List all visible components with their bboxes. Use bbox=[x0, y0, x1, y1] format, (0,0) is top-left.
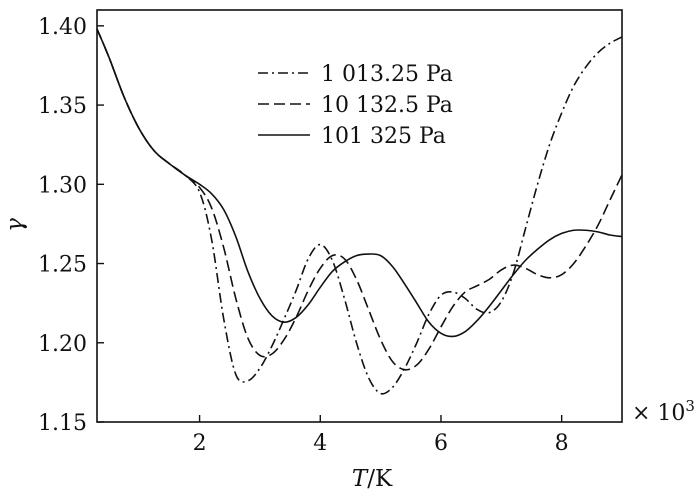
y-tick-label: 1.25 bbox=[38, 253, 87, 278]
plot-frame bbox=[96, 9, 623, 423]
legend: 1 013.25 Pa 10 132.5 Pa 101 325 Pa bbox=[258, 62, 453, 149]
legend-label-3: 101 325 Pa bbox=[321, 124, 446, 149]
x-tick-label: 4 bbox=[313, 431, 327, 456]
y-tick-label: 1.20 bbox=[38, 332, 87, 357]
x-axis-multiplier-exponent: 3 bbox=[685, 397, 695, 415]
x-tick-label: 8 bbox=[555, 431, 569, 456]
x-axis-multiplier: × 103 bbox=[632, 397, 695, 426]
x-tick-label: 6 bbox=[434, 431, 448, 456]
y-tick-label: 1.30 bbox=[38, 173, 87, 198]
x-axis-label-unit: /K bbox=[367, 466, 393, 492]
x-axis-label-variable: T bbox=[352, 466, 369, 492]
series-line-2 bbox=[96, 28, 623, 371]
y-tick-label: 1.15 bbox=[38, 411, 87, 436]
legend-label-2: 10 132.5 Pa bbox=[321, 93, 453, 118]
x-axis-label: T/K bbox=[352, 466, 393, 492]
x-axis-multiplier-base: × 10 bbox=[632, 401, 685, 426]
series-lines bbox=[96, 28, 623, 395]
y-axis-label: γ bbox=[2, 218, 28, 232]
x-tick-label: 2 bbox=[193, 431, 207, 456]
y-tick-label: 1.35 bbox=[38, 94, 87, 119]
axis-ticks: 2 4 6 8 1.15 1.20 1.25 1.30 1.35 1.40 bbox=[38, 15, 569, 456]
series-line-3 bbox=[96, 28, 623, 338]
legend-label-1: 1 013.25 Pa bbox=[321, 62, 453, 87]
y-tick-label: 1.40 bbox=[38, 15, 87, 40]
